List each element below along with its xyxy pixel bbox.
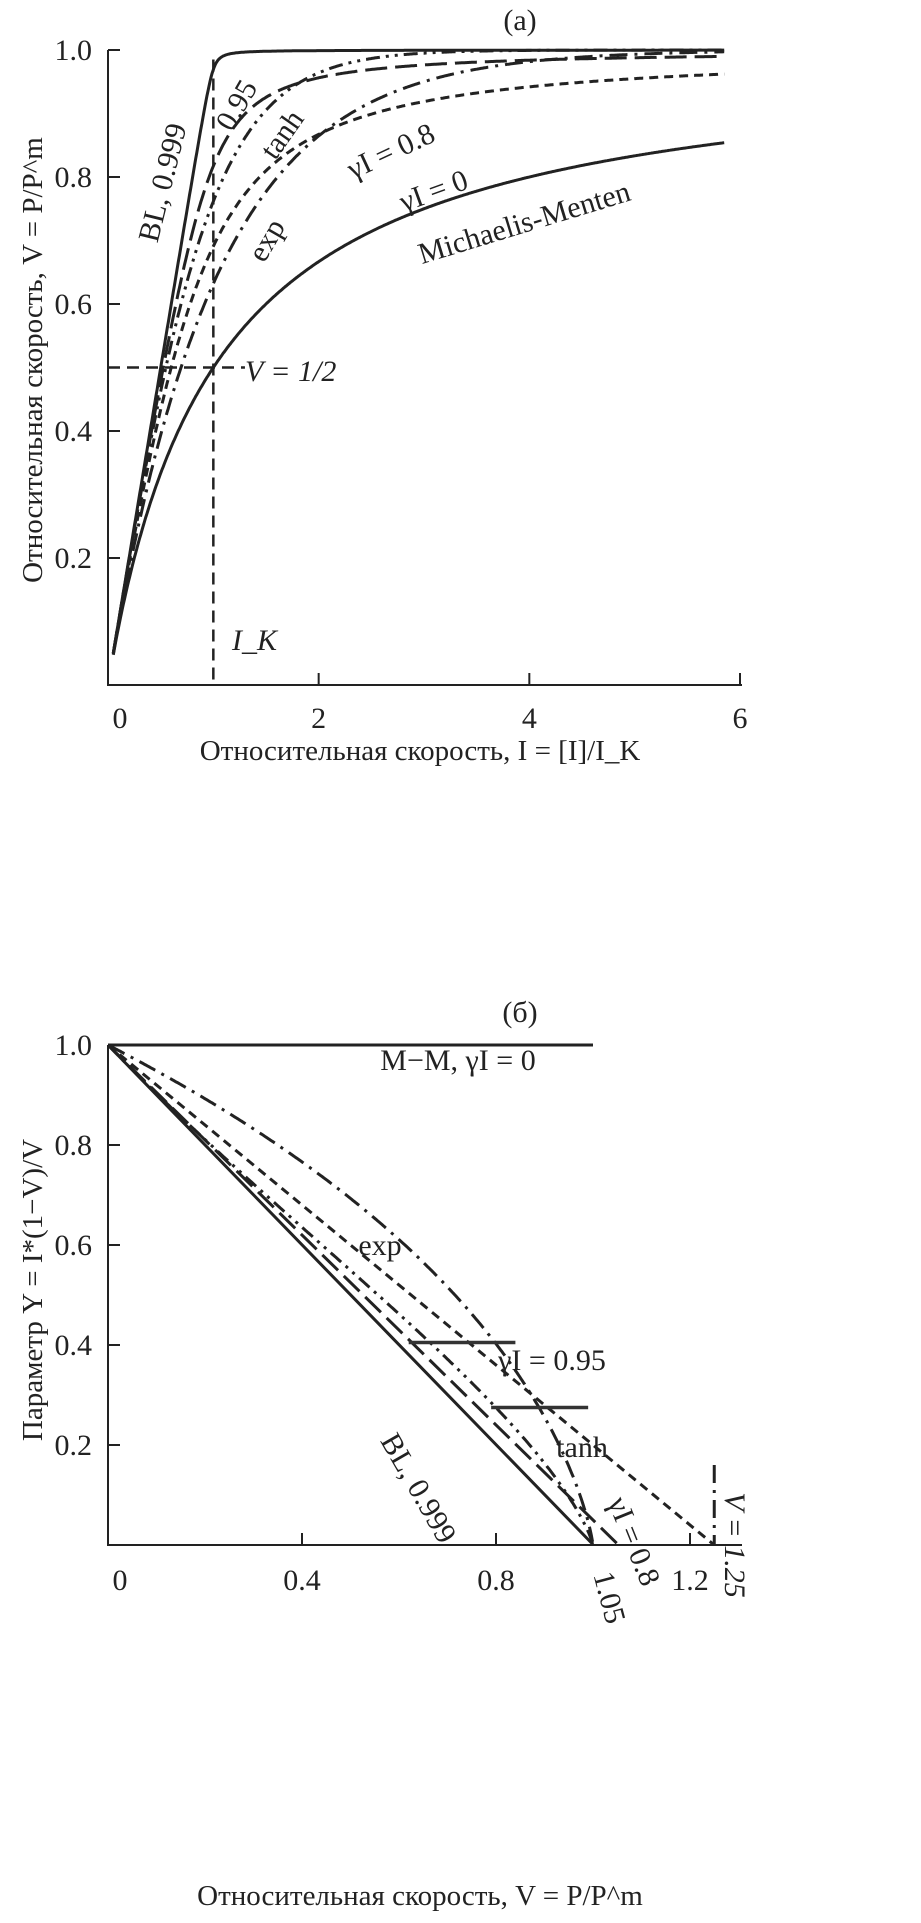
x-tick-label: 4 <box>522 702 537 735</box>
x-tick-label: 2 <box>311 702 326 735</box>
panel-b: (б) 0.2 0.4 0.6 0.8 1.0 0 0.4 0.8 1.2 Относитель… <box>17 996 751 1912</box>
y-tick-label: 0.2 <box>55 1429 93 1462</box>
curve-exp <box>107 1043 594 1542</box>
x-tick-label: 1.2 <box>671 1564 709 1597</box>
y-tick-label: 0.2 <box>55 542 93 575</box>
panel-a: (a) 0.2 0.4 0.6 0.8 1.0 0 2 4 6 Относительная ск… <box>17 4 748 767</box>
panel-b-x-label: Относительная скорость, V = P/P^m <box>197 1880 643 1912</box>
curve-tanh <box>111 48 725 654</box>
curve--i-0-8 <box>107 1043 716 1547</box>
y-tick-label: 0.8 <box>55 1129 93 1162</box>
label-g0: γI = 0 <box>394 164 472 219</box>
label-105: 1.05 <box>586 1568 631 1627</box>
label-exp: exp <box>242 213 292 267</box>
curve-bl-0-999 <box>111 48 725 654</box>
label-tanh-b: tanh <box>556 1431 608 1464</box>
panel-a-y-label: Относительная скорость, V = P/P^m <box>17 137 49 583</box>
x-tick-label: 0.8 <box>477 1564 515 1597</box>
curve-exp <box>111 50 725 655</box>
y-tick-label: 0.4 <box>55 1329 93 1362</box>
curve-tanh <box>107 1044 594 1544</box>
curve-bl-0-999 <box>106 1043 595 1546</box>
label-v125: V = 1.25 <box>718 1492 751 1598</box>
x-tick-label: 0.4 <box>283 1564 321 1597</box>
x-tick-label: 0 <box>113 1564 128 1597</box>
label-mm: M−M, γI = 0 <box>380 1044 535 1077</box>
y-tick-label: 1.0 <box>55 34 93 67</box>
label-exp-b: exp <box>358 1229 401 1262</box>
label-v-half: V = 1/2 <box>245 355 336 388</box>
panel-a-x-label: Относительная скорость, I = [I]/I_K <box>200 735 641 767</box>
y-tick-label: 0.4 <box>55 415 93 448</box>
label-g095-b: γI = 0.95 <box>497 1344 606 1377</box>
y-tick-label: 0.6 <box>55 288 93 321</box>
curve-michaelis-menten-i-0 <box>111 141 725 656</box>
panel-a-label: (a) <box>503 4 536 37</box>
panel-b-y-label: Параметр Y = I*(1−V)/V <box>17 1139 49 1441</box>
y-tick-label: 0.6 <box>55 1229 93 1262</box>
y-tick-label: 1.0 <box>55 1029 93 1062</box>
label-tanh: tanh <box>254 104 311 165</box>
panel-b-label: (б) <box>502 996 537 1029</box>
x-tick-label: 0 <box>113 702 128 735</box>
label-bl-b: BL, 0.999 <box>374 1428 463 1549</box>
curve--i-0-8 <box>111 72 725 654</box>
curve-0-95 <box>111 54 725 654</box>
x-tick-label: 6 <box>733 702 748 735</box>
label-ik: I_K <box>231 624 279 657</box>
y-tick-label: 0.8 <box>55 161 93 194</box>
